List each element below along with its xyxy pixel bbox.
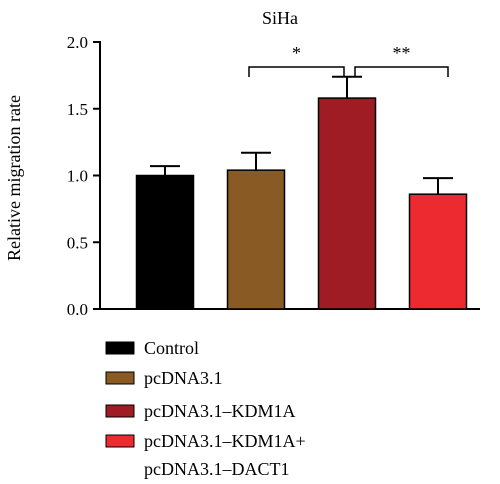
legend-swatch xyxy=(105,341,135,355)
chart-title: SiHa xyxy=(262,8,298,28)
bar xyxy=(226,169,286,310)
y-tick-label: 0.0 xyxy=(67,300,88,319)
y-tick-label: 1.5 xyxy=(67,100,88,119)
y-axis-label: Relative migration rate xyxy=(4,95,24,261)
legend-swatch xyxy=(105,434,135,448)
legend-swatch xyxy=(105,404,135,418)
legend-label: pcDNA3.1–KDM1A xyxy=(144,401,296,421)
significance-bracket xyxy=(354,66,449,77)
significance-label: ** xyxy=(393,43,411,63)
legend-label: pcDNA3.1 xyxy=(144,368,223,388)
legend-swatch xyxy=(105,371,135,385)
legend-label: pcDNA3.1–KDM1A+ xyxy=(144,431,306,451)
significance-brackets: * ** xyxy=(248,43,449,77)
bar xyxy=(135,174,195,310)
y-tick-label: 2.0 xyxy=(67,33,88,52)
bar xyxy=(408,193,468,310)
significance-label: * xyxy=(292,43,301,63)
bar xyxy=(317,97,377,310)
legend-label: Control xyxy=(144,338,199,358)
legend: Control pcDNA3.1 pcDNA3.1–KDM1A pcDNA3.1–KD… xyxy=(105,338,306,479)
legend-label: pcDNA3.1–DACT1 xyxy=(144,459,290,479)
y-tick-label: 0.5 xyxy=(67,233,88,252)
y-tick-label: 1.0 xyxy=(67,167,88,186)
bars xyxy=(135,75,468,310)
significance-bracket xyxy=(248,66,345,77)
